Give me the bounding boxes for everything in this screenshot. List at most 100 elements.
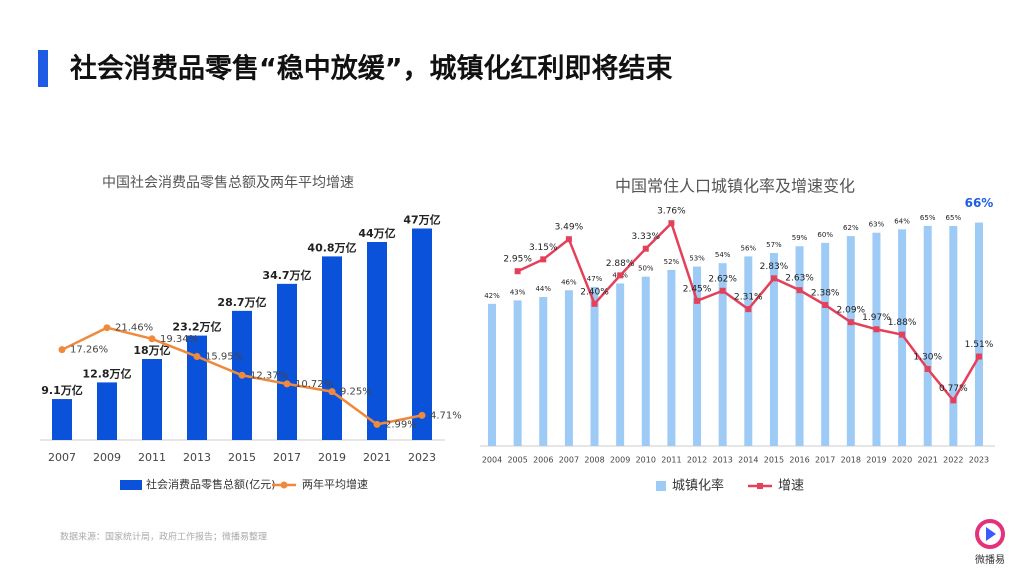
legend-label: 城镇化率 [672,478,724,494]
x-tick-label: 2017 [815,456,835,465]
line-point [373,420,381,428]
x-tick-label: 2010 [636,456,656,465]
data-label: 43% [510,288,526,296]
legend-label: 社会消费品零售总额(亿元) [146,477,276,491]
legend-marker [280,481,288,489]
data-label: 2.45% [683,284,712,294]
data-label: 9.25% [340,387,372,398]
line-point [58,346,66,354]
legend-swatch [656,481,666,491]
slide-title: 社会消费品零售“稳中放缓”，城镇化红利即将结束 [70,53,673,85]
x-tick-label: 2013 [183,451,211,464]
bar [616,283,625,446]
bar [277,283,297,440]
line-point [617,272,624,279]
bar [641,276,650,446]
line-point [540,256,547,263]
bar [142,359,162,440]
x-tick-label: 2017 [273,451,301,464]
data-label: 3.33% [631,232,660,242]
line-point [591,300,598,307]
x-tick-label: 2023 [408,451,436,464]
x-tick-label: 2005 [507,456,527,465]
legend-label: 增速 [778,479,804,494]
bar [97,382,117,440]
chart-title: 中国社会消费品零售总额及两年平均增速 [102,175,354,191]
bar [513,300,522,446]
data-label: 1.30% [913,352,942,362]
data-label: 40.8万亿 [307,240,356,254]
data-label: 2.83% [760,262,789,272]
line-point [514,268,521,275]
data-label: 44万亿 [358,226,395,240]
data-label: 3.76% [657,207,686,217]
line-point [745,306,752,313]
legend-marker [757,483,763,489]
x-tick-label: 2007 [559,456,579,465]
data-label: 2.99% [385,419,417,430]
x-tick-label: 2008 [584,456,604,465]
line-point [719,287,726,294]
bar [744,256,753,446]
data-label: 59% [792,234,808,242]
data-label: 3.49% [555,223,584,233]
line-point [328,388,336,396]
bar [949,225,958,446]
data-label: 44% [535,285,551,293]
data-label: 1.88% [888,318,917,328]
x-tick-label: 2018 [841,456,861,465]
line-point [847,319,854,326]
line-point [283,380,291,388]
line-point [193,353,201,361]
data-label: 50% [638,265,654,273]
x-tick-label: 2019 [318,451,346,464]
legend-swatch [120,480,142,490]
bar [923,225,932,446]
line-point [694,297,701,304]
logo-text: 微播易 [975,553,1005,566]
data-label: 2.62% [708,274,737,284]
bar [590,286,599,446]
x-tick-label: 2019 [866,456,886,465]
data-label: 47万亿 [403,213,440,227]
data-label: 60% [817,231,833,239]
data-label: 63% [869,221,885,229]
line-point [873,326,880,333]
data-label: 1.51% [965,340,994,350]
data-label: 34.7万亿 [262,268,311,282]
bar [795,246,804,446]
bar [539,297,548,446]
x-tick-label: 2023 [969,456,989,465]
data-label: 53% [689,255,705,263]
data-label: 18万亿 [133,343,170,357]
data-label: 19.34% [160,334,198,345]
x-tick-label: 2011 [661,456,681,465]
bar [412,228,432,440]
data-label: 54% [715,251,731,259]
x-tick-label: 2012 [687,456,707,465]
line-point [418,411,426,419]
data-label: 56% [741,244,757,252]
bar [693,266,702,446]
data-label: 3.15% [529,243,558,253]
title-accent [38,50,48,87]
x-tick-label: 2022 [943,456,963,465]
bar [769,253,778,446]
data-label: 15.95% [205,352,243,363]
data-label: 12.8万亿 [82,366,131,380]
data-label: 65% [920,214,936,222]
data-label: 64% [894,217,910,225]
data-label: 2.88% [606,259,635,269]
line-point [822,301,829,308]
data-label: 28.7万亿 [217,295,266,309]
x-tick-label: 2009 [610,456,630,465]
line-point [899,331,906,338]
bar [898,229,907,446]
data-label: 52% [664,258,680,266]
data-label: 12.37% [250,370,288,381]
data-label: 57% [766,241,782,249]
data-label: 2.63% [785,274,814,284]
x-tick-label: 2020 [892,456,912,465]
bar [872,232,881,446]
